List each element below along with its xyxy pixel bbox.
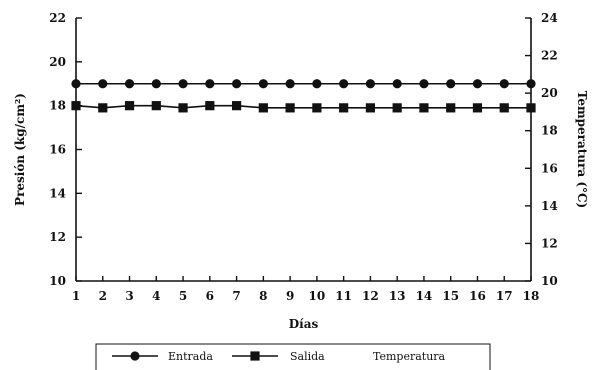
x-tick-label: 1: [72, 289, 80, 303]
x-tick-label: 18: [523, 289, 540, 303]
point-salida: [312, 103, 321, 112]
point-entrada: [339, 79, 348, 88]
x-tick-label: 16: [469, 289, 486, 303]
point-salida: [205, 101, 214, 110]
point-salida: [339, 103, 348, 112]
point-salida: [178, 103, 187, 112]
point-entrada: [125, 79, 134, 88]
legend-marker-salida: [250, 351, 259, 360]
y2-tick-label: 14: [541, 199, 558, 213]
y2-tick-label: 24: [541, 11, 558, 25]
legend-label-temperatura: Temperatura: [373, 350, 446, 363]
point-entrada: [419, 79, 428, 88]
point-entrada: [178, 79, 187, 88]
y2-tick-label: 22: [541, 49, 558, 63]
x-tick-label: 10: [309, 289, 326, 303]
y2-tick-label: 12: [541, 236, 558, 250]
chart-marks: [71, 79, 535, 112]
x-tick-label: 4: [152, 289, 160, 303]
x-tick-label: 6: [206, 289, 214, 303]
legend-label-salida: Salida: [290, 350, 325, 363]
y2-tick-label: 10: [541, 274, 558, 288]
point-salida: [232, 101, 241, 110]
x-tick-label: 14: [416, 289, 433, 303]
x-tick-label: 17: [496, 289, 513, 303]
x-tick-label: 13: [389, 289, 406, 303]
x-tick-label: 2: [99, 289, 107, 303]
x-tick-label: 12: [362, 289, 379, 303]
point-entrada: [526, 79, 535, 88]
y-tick-label: 22: [49, 11, 66, 25]
point-entrada: [232, 79, 241, 88]
point-salida: [419, 103, 428, 112]
x-tick-label: 5: [179, 289, 187, 303]
point-entrada: [500, 79, 509, 88]
point-entrada: [71, 79, 80, 88]
y-tick-label: 10: [49, 274, 66, 288]
point-entrada: [286, 79, 295, 88]
point-salida: [286, 103, 295, 112]
point-entrada: [259, 79, 268, 88]
point-entrada: [393, 79, 402, 88]
x-tick-label: 9: [286, 289, 294, 303]
y2-tick-label: 18: [541, 124, 558, 138]
series-line-salida: [76, 106, 531, 108]
point-salida: [71, 101, 80, 110]
point-entrada: [152, 79, 161, 88]
point-entrada: [366, 79, 375, 88]
y-tick-label: 16: [49, 143, 66, 157]
point-salida: [446, 103, 455, 112]
x-tick-label: 11: [335, 289, 352, 303]
point-entrada: [446, 79, 455, 88]
point-salida: [98, 103, 107, 112]
x-tick-label: 7: [232, 289, 240, 303]
x-axis-title: Días: [289, 317, 319, 331]
point-salida: [152, 101, 161, 110]
point-salida: [526, 103, 535, 112]
y2-axis-title: Temperatura (°C): [575, 91, 589, 208]
point-entrada: [205, 79, 214, 88]
point-entrada: [312, 79, 321, 88]
point-salida: [473, 103, 482, 112]
point-salida: [259, 103, 268, 112]
point-salida: [500, 103, 509, 112]
y-tick-label: 18: [49, 99, 66, 113]
legend: Entrada Salida Temperatura: [96, 344, 490, 370]
legend-marker-entrada: [130, 351, 139, 360]
point-entrada: [473, 79, 482, 88]
point-salida: [125, 101, 134, 110]
y-tick-label: 12: [49, 230, 66, 244]
point-salida: [366, 103, 375, 112]
y2-tick-label: 20: [541, 86, 558, 100]
y-tick-label: 14: [49, 186, 66, 200]
x-tick-label: 3: [125, 289, 133, 303]
x-tick-label: 15: [442, 289, 459, 303]
legend-label-entrada: Entrada: [168, 350, 213, 363]
y2-tick-label: 16: [541, 161, 558, 175]
x-tick-label: 8: [259, 289, 267, 303]
point-entrada: [98, 79, 107, 88]
y-tick-label: 20: [49, 55, 66, 69]
y-axis-title: Presión (kg/cm²): [13, 93, 27, 206]
point-salida: [393, 103, 402, 112]
